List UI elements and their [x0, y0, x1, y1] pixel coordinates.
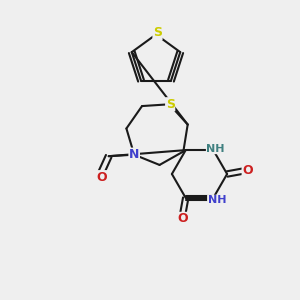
Text: O: O: [242, 164, 253, 178]
Text: NH: NH: [208, 195, 226, 205]
Text: O: O: [177, 212, 188, 225]
Text: S: S: [153, 26, 162, 40]
Text: NH: NH: [206, 144, 225, 154]
Text: N: N: [129, 148, 140, 161]
Text: S: S: [166, 98, 175, 111]
Text: O: O: [96, 171, 106, 184]
